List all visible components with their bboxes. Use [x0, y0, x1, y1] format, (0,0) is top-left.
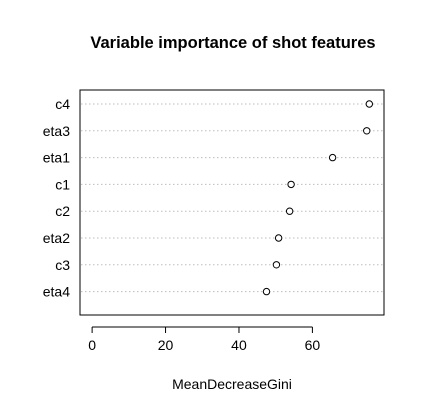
category-label-c3: c3: [55, 257, 70, 273]
x-axis: 0 20 40 60: [88, 326, 321, 353]
data-point-eta4: [262, 287, 271, 296]
category-label-eta1: eta1: [43, 150, 70, 166]
data-point-c3: [272, 261, 281, 269]
category-rows: c4 eta3 eta1 c1 c2 eta2 c3 eta4: [43, 96, 383, 300]
data-point-eta2: [274, 234, 283, 242]
category-label-c2: c2: [55, 203, 70, 219]
data-point-c4: [365, 100, 374, 108]
category-label-eta3: eta3: [43, 123, 70, 139]
category-label-eta4: eta4: [43, 284, 70, 300]
x-axis-title: MeanDecreaseGini: [172, 376, 292, 392]
category-label-c1: c1: [55, 176, 70, 192]
data-point-eta1: [328, 153, 337, 162]
category-label-eta2: eta2: [43, 230, 70, 246]
x-tick-label-40: 40: [231, 337, 247, 353]
x-tick-label-20: 20: [158, 337, 174, 353]
data-point-c2: [285, 207, 294, 215]
x-tick-label-60: 60: [305, 337, 321, 353]
x-tick-label-0: 0: [88, 337, 96, 353]
chart-title: Variable importance of shot features: [90, 34, 375, 52]
category-label-c4: c4: [55, 96, 70, 112]
plot-frame: [79, 89, 385, 316]
data-point-eta3: [363, 127, 371, 135]
data-point-c1: [287, 180, 295, 189]
